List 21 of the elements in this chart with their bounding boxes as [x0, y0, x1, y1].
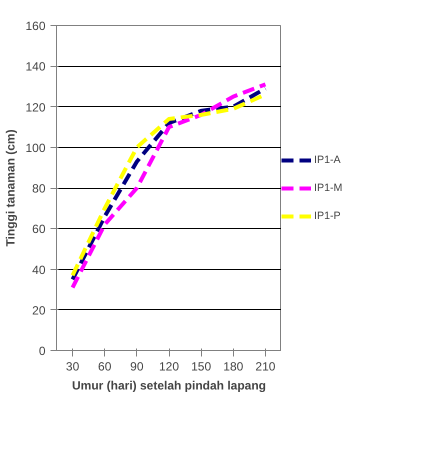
x-tick-label: 90 — [130, 360, 144, 374]
x-tick-label: 210 — [255, 360, 276, 374]
y-tick-label: 80 — [32, 182, 46, 196]
y-tick-label: 120 — [25, 100, 46, 114]
y-tick-label: 160 — [25, 19, 46, 33]
x-tick-label: 120 — [158, 360, 180, 374]
y-tick-label: 140 — [25, 60, 46, 74]
x-tick-label: 30 — [66, 360, 80, 374]
legend-label: IP1-A — [314, 154, 341, 166]
x-axis-title: Umur (hari) setelah pindah lapang — [72, 378, 266, 392]
y-tick-label: 40 — [32, 262, 46, 277]
x-tick-label: 180 — [223, 360, 244, 374]
y-tick-label: 60 — [32, 222, 46, 236]
legend-label: IP1-P — [314, 210, 341, 222]
y-tick-label: 20 — [32, 303, 46, 318]
y-tick-label: 0 — [38, 344, 46, 358]
legend-label: IP1-M — [314, 182, 342, 194]
x-tick-label: 150 — [191, 360, 212, 374]
y-tick-label: 100 — [25, 140, 46, 155]
x-tick-label: 60 — [98, 360, 112, 374]
y-axis-title: Tinggi tanaman (cm) — [3, 129, 18, 247]
